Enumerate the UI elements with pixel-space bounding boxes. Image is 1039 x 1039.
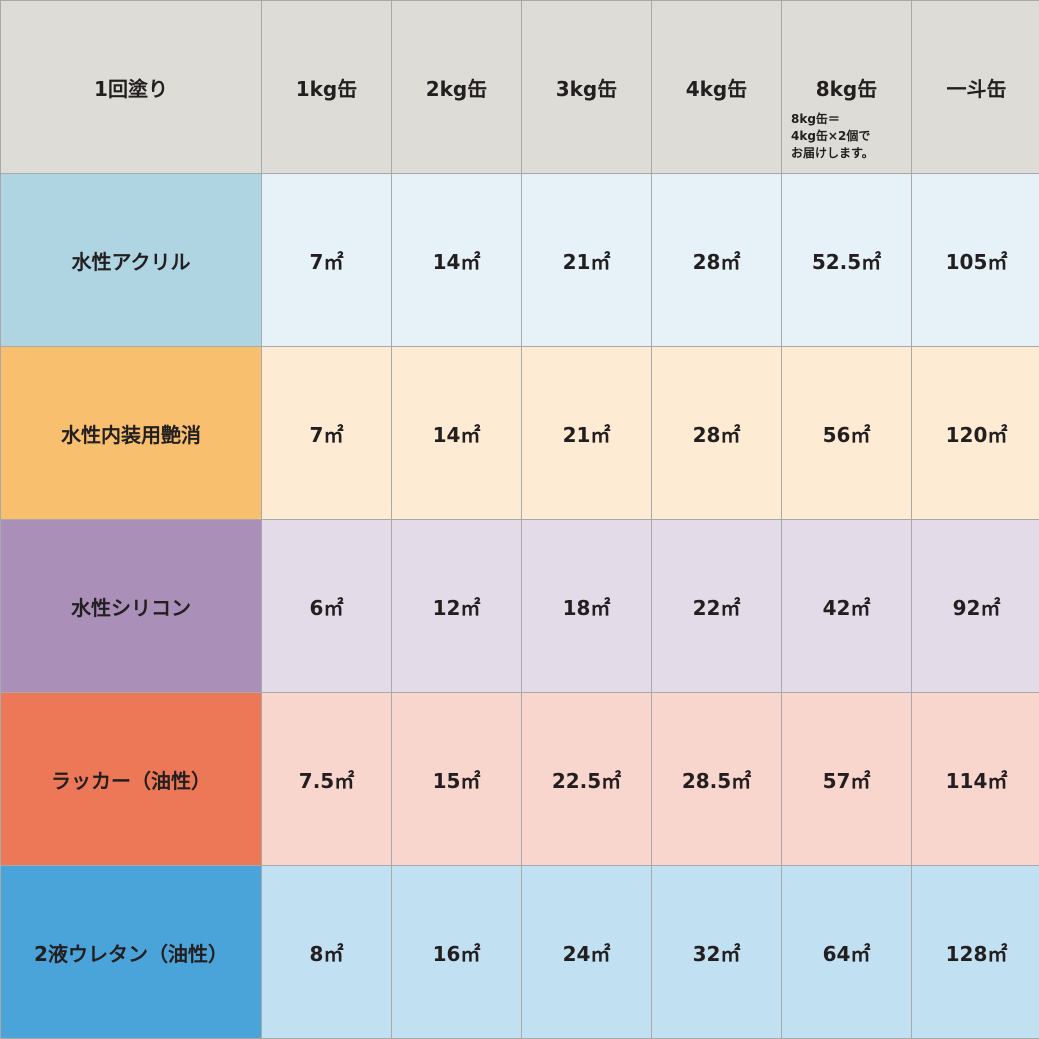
coverage-cell: 21㎡ (521, 346, 652, 520)
8kg-note: 8kg缶＝ 4kg缶×2個で お届けします。 (791, 111, 874, 162)
column-header: 1kg缶 (261, 0, 392, 174)
coverage-cell: 7㎡ (261, 346, 392, 520)
coverage-cell: 64㎡ (781, 865, 912, 1039)
coverage-cell: 7㎡ (261, 173, 392, 347)
note-line: 8kg缶＝ (791, 112, 840, 126)
coverage-cell: 28㎡ (651, 346, 782, 520)
coverage-cell: 12㎡ (391, 519, 522, 693)
coverage-cell: 92㎡ (911, 519, 1039, 693)
note-line: お届けします。 (791, 146, 874, 160)
coverage-cell: 42㎡ (781, 519, 912, 693)
coverage-cell: 6㎡ (261, 519, 392, 693)
table-row: ラッカー（油性） 7.5㎡ 15㎡ 22.5㎡ 28.5㎡ 57㎡ 114㎡ (0, 692, 1039, 866)
coverage-cell: 52.5㎡ (781, 173, 912, 347)
column-header-label: 8kg缶 (815, 76, 878, 101)
corner-header: 1回塗り (0, 0, 262, 174)
coverage-cell: 120㎡ (911, 346, 1039, 520)
coverage-cell: 8㎡ (261, 865, 392, 1039)
coverage-cell: 14㎡ (391, 346, 522, 520)
table-row: 水性アクリル 7㎡ 14㎡ 21㎡ 28㎡ 52.5㎡ 105㎡ (0, 173, 1039, 347)
coverage-cell: 32㎡ (651, 865, 782, 1039)
note-line: 4kg缶×2個で (791, 129, 871, 143)
column-header: 2kg缶 (391, 0, 522, 174)
coverage-cell: 18㎡ (521, 519, 652, 693)
column-header: 3kg缶 (521, 0, 652, 174)
column-header: 4kg缶 (651, 0, 782, 174)
coverage-cell: 22㎡ (651, 519, 782, 693)
column-header: 一斗缶 (911, 0, 1039, 174)
coverage-cell: 28㎡ (651, 173, 782, 347)
coverage-cell: 114㎡ (911, 692, 1039, 866)
row-label: 水性シリコン (0, 519, 262, 693)
coverage-cell: 15㎡ (391, 692, 522, 866)
table-row: 2液ウレタン（油性） 8㎡ 16㎡ 24㎡ 32㎡ 64㎡ 128㎡ (0, 865, 1039, 1039)
coverage-cell: 56㎡ (781, 346, 912, 520)
coverage-cell: 14㎡ (391, 173, 522, 347)
coverage-cell: 28.5㎡ (651, 692, 782, 866)
coverage-cell: 24㎡ (521, 865, 652, 1039)
table-row: 水性シリコン 6㎡ 12㎡ 18㎡ 22㎡ 42㎡ 92㎡ (0, 519, 1039, 693)
column-header-8kg: 8kg缶 8kg缶＝ 4kg缶×2個で お届けします。 (781, 0, 912, 174)
row-label: 水性内装用艶消 (0, 346, 262, 520)
table-row: 水性内装用艶消 7㎡ 14㎡ 21㎡ 28㎡ 56㎡ 120㎡ (0, 346, 1039, 520)
row-label: 2液ウレタン（油性） (0, 865, 262, 1039)
row-label: ラッカー（油性） (0, 692, 262, 866)
coverage-cell: 57㎡ (781, 692, 912, 866)
coverage-cell: 105㎡ (911, 173, 1039, 347)
coverage-cell: 21㎡ (521, 173, 652, 347)
header-row: 1回塗り 1kg缶 2kg缶 3kg缶 4kg缶 8kg缶 8kg缶＝ 4kg缶… (0, 0, 1039, 174)
coverage-cell: 16㎡ (391, 865, 522, 1039)
coverage-cell: 7.5㎡ (261, 692, 392, 866)
coverage-cell: 22.5㎡ (521, 692, 652, 866)
row-label: 水性アクリル (0, 173, 262, 347)
coverage-cell: 128㎡ (911, 865, 1039, 1039)
